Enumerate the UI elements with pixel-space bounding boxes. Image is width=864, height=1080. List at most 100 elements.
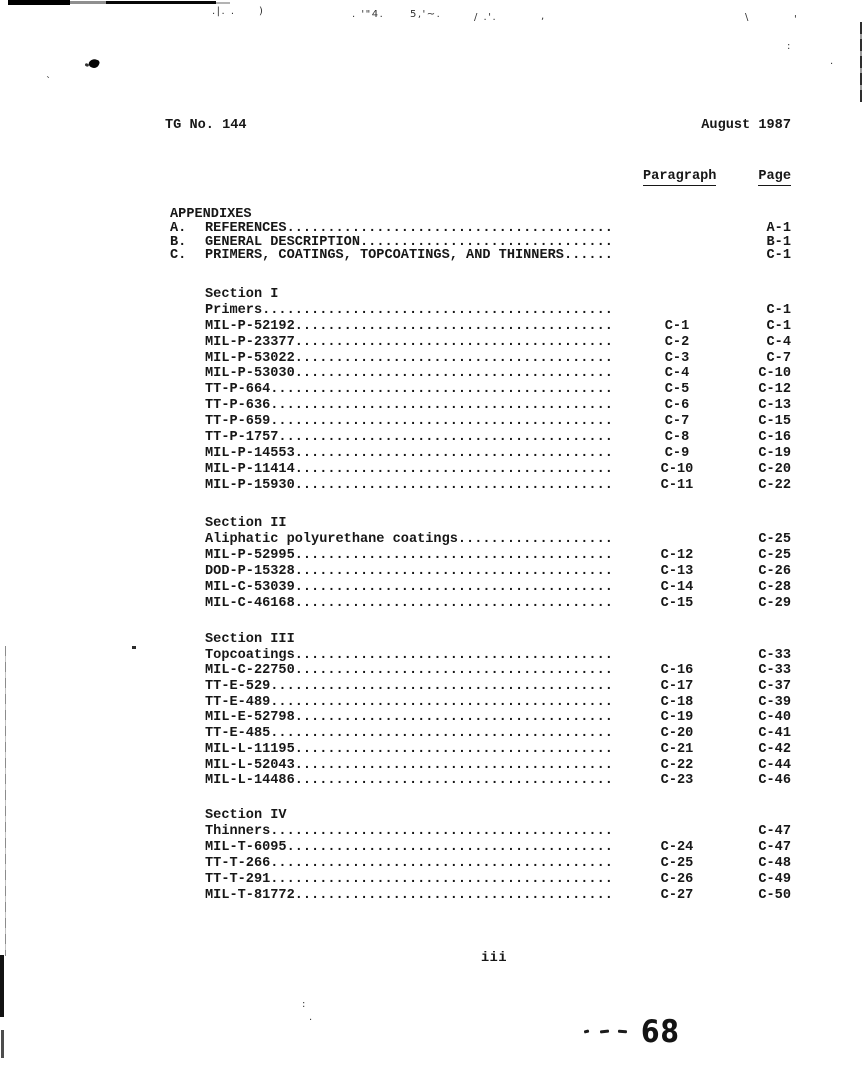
toc-title: TT-E-485 [205, 726, 271, 742]
toc-title: MIL-P-23377 [205, 334, 295, 350]
toc-row: MIL-P-53022 C-3 C-7 [170, 351, 791, 367]
appendix-letter [170, 824, 205, 840]
dot-leader [295, 710, 615, 726]
column-header-paragraph: Paragraph [643, 169, 717, 186]
appendixes-heading: APPENDIXES [170, 207, 252, 222]
appendix-letter [170, 548, 205, 564]
toc-row: TT-T-291 C-26 C-49 [170, 872, 791, 888]
toc-title: MIL-E-52798 [205, 710, 295, 726]
doc-header: TG No. 144 August 1987 [165, 118, 791, 133]
toc-title: MIL-P-15930 [205, 477, 295, 493]
toc-row: TT-E-489 C-18 C-39 [170, 695, 791, 711]
appendix-letter [170, 888, 205, 904]
toc-title: MIL-P-53022 [205, 350, 295, 366]
page-ref: B-1 [766, 234, 791, 250]
scan-noise: . '"4. [352, 9, 385, 20]
dot-leader [360, 236, 615, 250]
appendix-letter [170, 840, 205, 856]
appendix-letter [170, 710, 205, 726]
section-rows: Primers C-1 MIL-P-52192 C-1 C-1 MIL-P-23… [170, 303, 791, 494]
scan-edge-bar [8, 0, 70, 5]
dot-leader [270, 695, 615, 711]
page-ref: C-48 [758, 856, 791, 872]
page-ref: C-44 [758, 757, 791, 773]
scan-noise: 5,'~. [410, 9, 442, 20]
paragraph-ref: C-13 [660, 564, 694, 579]
toc-row: MIL-T-81772 C-27 C-50 [170, 888, 791, 904]
appendix-letter [170, 366, 205, 382]
scan-noise: ' [794, 14, 799, 25]
appendix-letter [170, 773, 205, 789]
toc-title: MIL-P-14553 [205, 445, 295, 461]
section-block: Section III Topcoatings C-33 MIL-C-22750… [170, 632, 791, 789]
scan-noise: . [309, 1012, 314, 1023]
section-rows: Thinners C-47 MIL-T-6095 C-24 C-47 TT-T-… [170, 824, 791, 904]
appendix-letter [170, 596, 205, 612]
handwritten-number: 68 [641, 1014, 680, 1050]
section-rows: Topcoatings C-33 MIL-C-22750 C-16 C-33 T… [170, 648, 791, 789]
dot-leader [295, 462, 615, 478]
dot-leader [287, 222, 615, 236]
toc-row: DOD-P-15328 C-13 C-26 [170, 564, 791, 580]
dot-leader [564, 249, 615, 263]
appendix-letter [170, 742, 205, 758]
paragraph-ref [640, 532, 714, 548]
dot-leader [295, 351, 615, 367]
scan-right-line [860, 22, 862, 102]
page-ref: C-12 [758, 382, 791, 398]
toc-row: TT-E-485 C-20 C-41 [170, 726, 791, 742]
dot-leader [270, 414, 615, 430]
toc-row: TT-P-1757 C-8 C-16 [170, 430, 791, 446]
dot-leader [295, 580, 615, 596]
dot-leader [295, 446, 615, 462]
dot-leader [295, 564, 615, 580]
appendix-letter [170, 872, 205, 888]
page-ref: C-28 [758, 580, 791, 595]
page-ref: C-22 [758, 477, 791, 493]
doc-date: August 1987 [701, 118, 791, 133]
page-ref: C-47 [758, 840, 791, 856]
scan-edge-bar [70, 1, 106, 4]
paragraph-ref [640, 648, 714, 664]
scan-noise: : [787, 41, 792, 52]
toc-row: TT-T-266 C-25 C-48 [170, 856, 791, 872]
dot-leader [295, 742, 615, 758]
appendix-letter [170, 679, 205, 695]
appendix-letter [170, 758, 205, 774]
section-heading: Section IV [205, 808, 287, 823]
toc-row: MIL-P-11414 C-10 C-20 [170, 462, 791, 478]
paragraph-ref: C-4 [664, 366, 690, 382]
page-ref: C-49 [758, 872, 791, 888]
paragraph-ref: C-12 [660, 548, 694, 563]
toc-title: Aliphatic polyurethane coatings [205, 532, 458, 547]
scan-noise: . [830, 56, 835, 67]
scan-noise: ) [259, 6, 265, 17]
page-ref: C-39 [758, 694, 791, 710]
appendix-letter [170, 580, 205, 596]
scan-noise: ` [46, 76, 53, 87]
paragraph-ref [640, 249, 714, 263]
toc-row: TT-P-636 C-6 C-13 [170, 398, 791, 414]
toc-row: TT-P-659 C-7 C-15 [170, 414, 791, 430]
appendix-letter [170, 478, 205, 494]
toc-row: MIL-L-52043 C-22 C-44 [170, 758, 791, 774]
ink-blob [87, 57, 101, 70]
toc-row: C. PRIMERS, COATINGS, TOPCOATINGS, AND T… [170, 249, 791, 263]
scan-edge-bar [106, 1, 216, 4]
page-ref: C-16 [758, 430, 791, 446]
paragraph-ref: C-14 [660, 580, 694, 595]
toc-row: MIL-P-52995 C-12 C-25 [170, 548, 791, 564]
appendix-letter [170, 462, 205, 478]
toc-row: Primers C-1 [170, 303, 791, 319]
page-ref: C-19 [758, 445, 791, 461]
dot-leader [270, 679, 615, 695]
appendixes-block: APPENDIXES A. REFERENCES A-1 B. GENERAL … [170, 208, 791, 263]
paragraph-ref: C-7 [664, 414, 690, 430]
toc-row: TT-P-664 C-5 C-12 [170, 382, 791, 398]
appendix-letter: A. [170, 220, 187, 236]
toc-title: Thinners [205, 824, 271, 840]
toc-row: MIL-P-14553 C-9 C-19 [170, 446, 791, 462]
toc-title: TT-T-266 [205, 856, 271, 872]
toc-title: MIL-C-53039 [205, 580, 295, 595]
